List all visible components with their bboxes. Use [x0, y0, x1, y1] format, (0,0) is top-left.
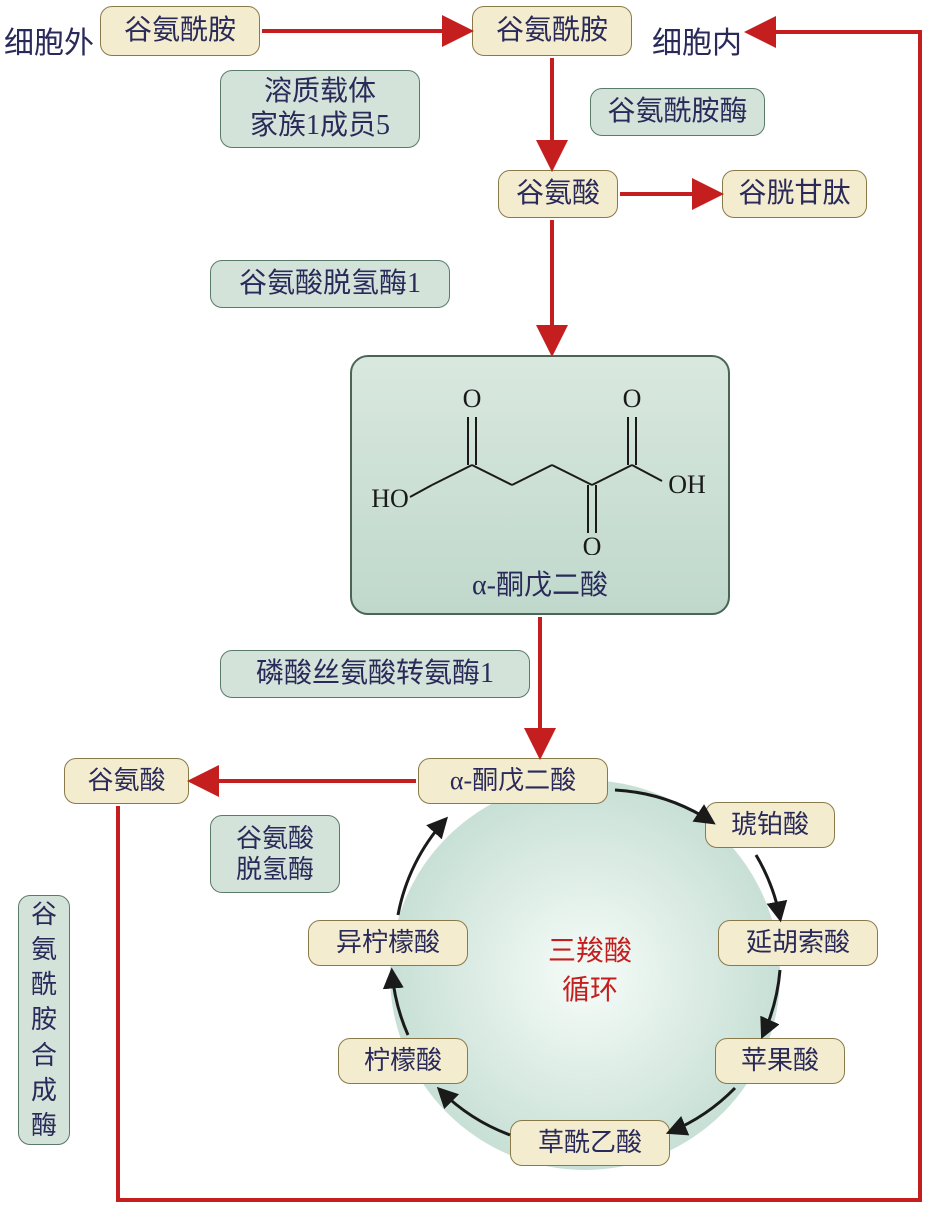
node-isocitrate: 异柠檬酸: [308, 920, 468, 966]
node-label: 延胡索酸: [746, 927, 850, 958]
node-malate: 苹果酸: [715, 1038, 845, 1084]
diagram-container: 细胞外 细胞内 谷氨酰胺 谷氨酰胺 溶质载体 家族1成员5 谷氨酰胺酶 谷氨酸 …: [0, 0, 938, 1222]
svg-text:OH: OH: [668, 470, 706, 499]
node-label: 异柠檬酸: [336, 927, 440, 958]
akg-molecule-svg: O O O HO OH: [362, 365, 722, 555]
node-fumarate: 延胡索酸: [718, 920, 878, 966]
node-glutamine-intracellular: 谷氨酰胺: [472, 6, 632, 56]
node-gdh1: 谷氨酸脱氢酶1: [210, 260, 450, 308]
node-akg-cycle: α-酮戊二酸: [418, 758, 608, 804]
node-glutathione: 谷胱甘肽: [722, 170, 867, 218]
node-label: 谷氨酸: [87, 765, 165, 796]
node-glutamate-1: 谷氨酸: [498, 170, 618, 218]
node-label: 谷氨酸 脱氢酶: [236, 823, 314, 885]
svg-text:O: O: [463, 384, 482, 413]
node-succinate: 琥铂酸: [705, 802, 835, 848]
node-transporter: 溶质载体 家族1成员5: [220, 70, 420, 148]
node-label: 谷胱甘肽: [738, 177, 850, 211]
node-label: 谷氨酸脱氢酶1: [239, 267, 421, 301]
node-label: α-酮戊二酸: [450, 765, 576, 796]
svg-text:O: O: [583, 532, 602, 555]
node-label: 柠檬酸: [364, 1045, 442, 1076]
node-label: 谷氨酰胺酶: [607, 95, 747, 129]
node-psat1: 磷酸丝氨酸转氨酶1: [220, 650, 530, 698]
node-label: 草酰乙酸: [538, 1127, 642, 1158]
node-glutaminase: 谷氨酰胺酶: [590, 88, 765, 136]
tca-cycle-label: 三羧酸 循环: [520, 932, 660, 1010]
node-glutamine-extracellular: 谷氨酰胺: [100, 6, 260, 56]
node-label: 谷氨酸: [516, 177, 600, 211]
svg-text:O: O: [623, 384, 642, 413]
node-label: 谷 氨 酰 胺 合 成 酶: [31, 897, 57, 1143]
node-citrate: 柠檬酸: [338, 1038, 468, 1084]
node-label: 谷氨酰胺: [124, 14, 236, 48]
node-label: 溶质载体 家族1成员5: [250, 75, 390, 142]
node-oxaloacetate: 草酰乙酸: [510, 1120, 670, 1166]
node-label: 琥铂酸: [731, 809, 809, 840]
node-gdh: 谷氨酸 脱氢酶: [210, 815, 340, 893]
node-glutamine-synthetase: 谷 氨 酰 胺 合 成 酶: [18, 895, 70, 1145]
node-akg-structure: O O O HO OH α-酮戊二酸: [350, 355, 730, 615]
extracellular-label: 细胞外: [4, 18, 94, 62]
node-label: 苹果酸: [741, 1045, 819, 1076]
node-label: 谷氨酰胺: [496, 14, 608, 48]
node-glutamate-2: 谷氨酸: [64, 758, 189, 804]
node-label: 磷酸丝氨酸转氨酶1: [256, 657, 494, 691]
intracellular-label: 细胞内: [652, 18, 742, 62]
akg-name-label: α-酮戊二酸: [352, 569, 728, 603]
svg-text:HO: HO: [371, 484, 409, 513]
